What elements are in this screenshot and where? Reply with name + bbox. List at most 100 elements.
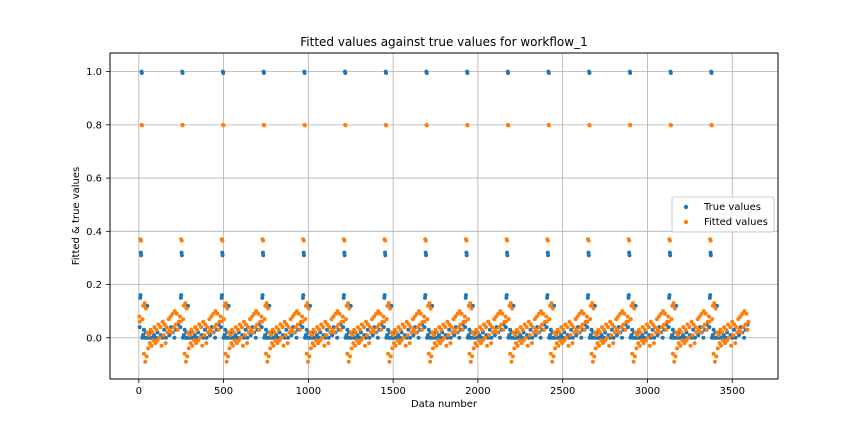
data-point xyxy=(213,335,218,340)
data-point xyxy=(588,317,593,322)
data-point xyxy=(691,327,696,332)
data-point xyxy=(586,253,591,258)
data-point xyxy=(660,335,665,340)
data-point xyxy=(424,253,429,258)
data-point xyxy=(347,306,352,311)
data-point xyxy=(465,123,470,128)
data-point xyxy=(182,351,187,356)
data-point xyxy=(557,330,562,335)
data-point xyxy=(711,351,716,356)
data-point xyxy=(424,123,429,128)
data-point xyxy=(416,335,421,340)
data-point xyxy=(413,330,418,335)
data-point xyxy=(204,341,209,346)
data-point xyxy=(261,253,266,258)
data-point xyxy=(606,325,611,330)
data-point xyxy=(169,330,174,335)
data-point xyxy=(708,238,713,243)
data-point xyxy=(448,335,453,340)
data-point xyxy=(223,301,228,306)
data-point xyxy=(475,330,480,335)
data-point xyxy=(320,335,325,340)
data-point xyxy=(742,335,747,340)
data-point xyxy=(506,123,511,128)
data-point xyxy=(344,317,348,322)
data-point xyxy=(417,322,422,327)
data-point xyxy=(422,319,427,324)
data-point xyxy=(353,330,358,335)
data-point xyxy=(675,333,680,338)
y-axis-title: Fitted & true values xyxy=(71,167,82,266)
data-point xyxy=(512,346,517,351)
data-point xyxy=(646,325,651,330)
data-point xyxy=(313,330,318,335)
data-point xyxy=(390,346,395,351)
data-point xyxy=(386,351,391,356)
data-point xyxy=(383,253,388,258)
data-point xyxy=(180,70,185,75)
data-point xyxy=(428,359,433,364)
data-point xyxy=(485,343,490,348)
data-point xyxy=(266,306,271,311)
data-point xyxy=(388,306,393,311)
data-point xyxy=(635,333,640,338)
data-point xyxy=(709,70,714,75)
data-point xyxy=(590,359,595,364)
data-point xyxy=(704,327,709,332)
data-point xyxy=(384,123,389,128)
data-point xyxy=(204,335,209,340)
data-point xyxy=(666,319,671,324)
x-tick-label: 500 xyxy=(214,386,233,397)
data-point xyxy=(576,330,581,335)
data-point xyxy=(312,343,317,348)
legend-box xyxy=(671,196,775,233)
data-point xyxy=(688,343,693,348)
data-point xyxy=(336,322,341,327)
data-point xyxy=(587,123,592,128)
data-point xyxy=(698,330,703,335)
data-point xyxy=(202,333,207,338)
data-point xyxy=(383,238,388,243)
data-point xyxy=(727,335,732,340)
data-point xyxy=(667,293,672,298)
x-tick-label: 0 xyxy=(136,386,142,397)
data-point xyxy=(430,346,435,351)
data-point xyxy=(508,351,513,356)
data-point xyxy=(690,333,695,338)
data-point xyxy=(631,359,636,364)
data-point xyxy=(384,70,389,75)
data-point xyxy=(702,322,707,327)
data-point xyxy=(692,335,697,340)
data-point xyxy=(625,325,630,330)
data-point xyxy=(589,351,594,356)
data-point xyxy=(180,123,185,128)
data-point xyxy=(244,341,249,346)
data-point xyxy=(611,341,616,346)
x-tick-label: 2000 xyxy=(465,386,490,397)
y-tick-label: 0.2 xyxy=(86,280,102,291)
data-point xyxy=(179,293,184,298)
data-point xyxy=(649,333,654,338)
data-point xyxy=(352,343,357,348)
data-point xyxy=(163,341,168,346)
data-point xyxy=(632,354,637,359)
data-point xyxy=(291,330,296,335)
data-point xyxy=(637,343,642,348)
x-tick-label: 3500 xyxy=(719,386,744,397)
data-point xyxy=(367,341,372,346)
data-point xyxy=(668,238,672,243)
data-point xyxy=(138,293,143,298)
data-point xyxy=(146,346,151,351)
data-point xyxy=(465,70,470,75)
data-point xyxy=(164,325,169,330)
data-point xyxy=(381,314,386,319)
data-point xyxy=(262,317,267,322)
data-point xyxy=(408,335,413,340)
data-point xyxy=(231,330,236,335)
data-point xyxy=(683,327,688,332)
data-point xyxy=(183,301,188,306)
chart-title: Fitted values against true values for wo… xyxy=(300,35,587,49)
y-tick-label: 1.0 xyxy=(86,67,102,78)
data-point xyxy=(561,327,566,332)
data-point xyxy=(630,301,635,306)
